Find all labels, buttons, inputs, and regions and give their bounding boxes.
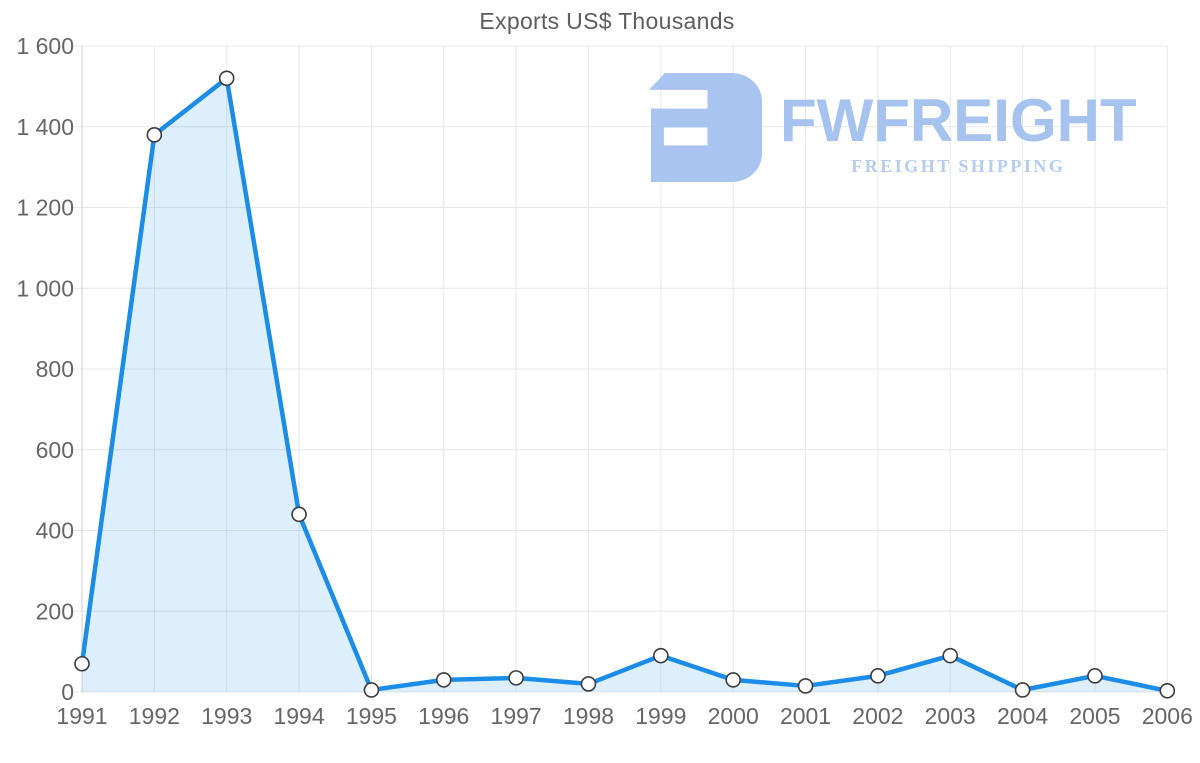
x-axis-label: 2000 xyxy=(708,703,759,729)
data-point-marker[interactable] xyxy=(580,676,597,692)
x-axis-label: 1997 xyxy=(491,703,542,729)
x-axis-label: 1995 xyxy=(346,703,397,729)
x-axis-label: 1998 xyxy=(563,703,614,729)
y-axis-label: 400 xyxy=(36,518,74,544)
y-axis-label: 1 200 xyxy=(16,195,74,221)
x-axis-label: 1992 xyxy=(129,703,180,729)
data-point-marker[interactable] xyxy=(942,647,959,664)
data-point-marker[interactable] xyxy=(508,670,524,686)
x-axis-label: 1993 xyxy=(201,703,252,729)
data-point-marker[interactable] xyxy=(870,668,886,684)
data-point-marker[interactable] xyxy=(653,647,669,664)
x-axis-label: 2002 xyxy=(852,703,903,729)
x-axis-label: 2003 xyxy=(925,703,976,729)
data-point-marker[interactable] xyxy=(218,70,235,87)
series-line xyxy=(79,76,1170,694)
y-axis-label: 600 xyxy=(36,437,74,463)
x-axis-label: 2006 xyxy=(1142,703,1193,729)
data-point-marker[interactable] xyxy=(291,506,307,523)
x-axis-label: 2004 xyxy=(997,703,1048,729)
x-axis-label: 2005 xyxy=(1069,703,1120,729)
data-point-marker[interactable] xyxy=(797,678,814,694)
y-axis-label: 200 xyxy=(36,598,74,624)
x-axis-label: 1994 xyxy=(273,703,324,729)
x-axis-label: 1991 xyxy=(56,703,107,729)
y-axis-label: 1 400 xyxy=(16,114,74,140)
y-axis-label: 1 600 xyxy=(16,33,74,59)
data-point-marker[interactable] xyxy=(1159,682,1176,699)
data-point-marker[interactable] xyxy=(1087,668,1103,684)
data-point-marker[interactable] xyxy=(74,655,90,672)
data-point-marker[interactable] xyxy=(146,127,163,143)
y-axis-label: 0 xyxy=(61,679,74,705)
data-point-marker[interactable] xyxy=(435,672,452,688)
x-axis-label: 2001 xyxy=(780,703,831,729)
x-axis-label: 1999 xyxy=(635,703,686,729)
y-axis-label: 800 xyxy=(36,356,74,382)
data-point-marker[interactable] xyxy=(725,672,741,688)
series-area-fill xyxy=(82,78,1168,693)
x-axis-label: 1996 xyxy=(418,703,469,729)
data-point-marker[interactable] xyxy=(1014,682,1031,698)
data-point-marker[interactable] xyxy=(363,682,380,698)
y-axis-label: 1 000 xyxy=(16,275,74,301)
chart-title: Exports US$ Thousands xyxy=(479,8,735,34)
